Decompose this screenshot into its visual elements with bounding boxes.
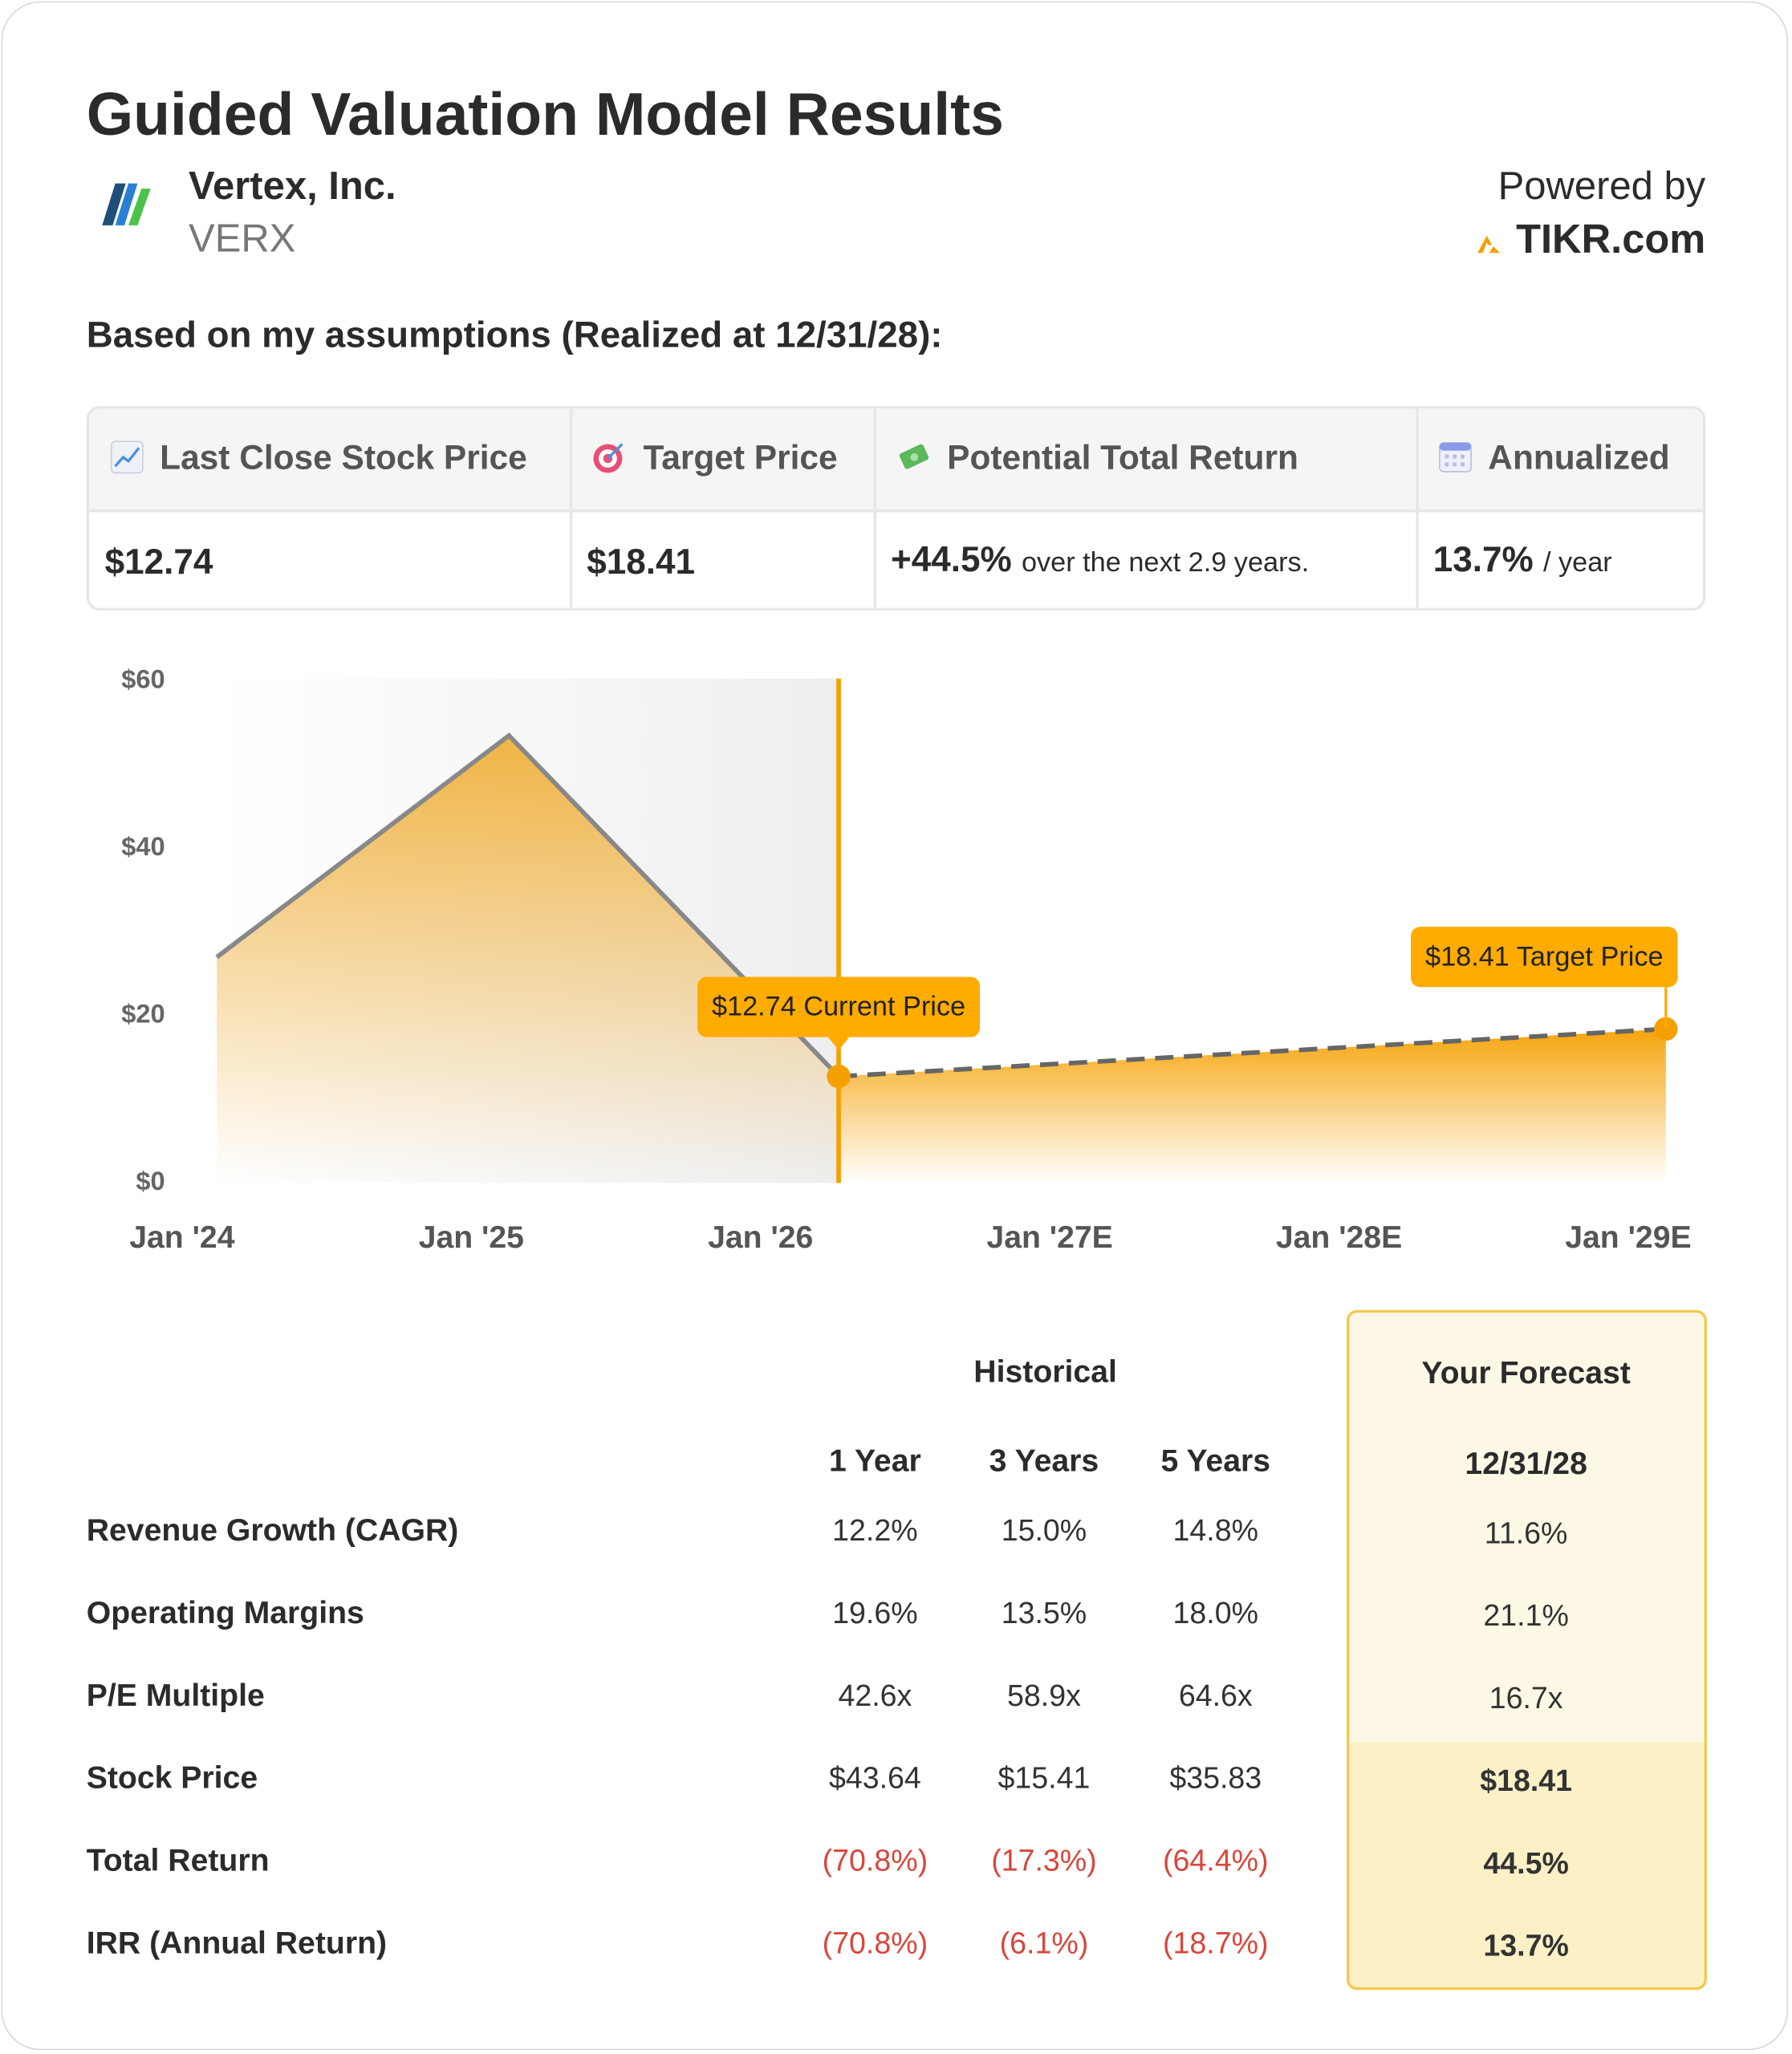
- target-icon: [593, 443, 624, 473]
- cell: 13.5%: [1001, 1595, 1087, 1630]
- summary-value: 13.7% / year: [1433, 542, 1612, 578]
- forecast-header: Your Forecast: [1421, 1355, 1631, 1391]
- forecast-highlight: [1349, 1742, 1705, 1987]
- cell: (64.4%): [1163, 1843, 1269, 1877]
- company-name: Vertex, Inc.: [189, 164, 396, 209]
- powered-by: Powered by: [1497, 164, 1706, 209]
- cell: 21.1%: [1483, 1597, 1569, 1633]
- chart-icon: [110, 440, 144, 474]
- cell: (17.3%): [991, 1843, 1097, 1877]
- cell: 42.6x: [838, 1678, 912, 1712]
- cell: $18.41: [1480, 1763, 1573, 1798]
- row-label: Total Return: [86, 1843, 270, 1879]
- row-label: Stock Price: [86, 1760, 258, 1796]
- row-label: Operating Margins: [86, 1595, 364, 1631]
- annotation: $18.41 Target Price: [1411, 927, 1678, 1029]
- point: [827, 1064, 851, 1089]
- cell: 19.6%: [832, 1595, 918, 1630]
- cell: 64.6x: [1178, 1678, 1253, 1712]
- annotation: $12.74 Current Price: [697, 976, 981, 1050]
- cell: 11.6%: [1484, 1516, 1568, 1550]
- summary-value: +44.5%: [890, 539, 1012, 579]
- summary-note: over the next 2.9 years.: [1021, 547, 1310, 578]
- cell: 18.0%: [1172, 1595, 1259, 1630]
- cell: (70.8%): [822, 1843, 929, 1877]
- x-tick-label: Jan '29E: [1565, 1220, 1691, 1255]
- column-header: 1 Year: [828, 1443, 921, 1480]
- x-tick-label: Jan '28E: [1276, 1220, 1402, 1255]
- annotation-pointer: [827, 1035, 851, 1050]
- calendar-icon: [1439, 442, 1472, 473]
- annotation-label: $12.74 Current Price: [712, 992, 965, 1022]
- summary-value: $12.74: [104, 542, 213, 582]
- line: [838, 1026, 1666, 1079]
- summary-label: Potential Total Return: [947, 437, 1298, 477]
- cell: 44.5%: [1483, 1845, 1569, 1880]
- forecast-panel: [1347, 1309, 1707, 1991]
- cell: 16.7x: [1489, 1680, 1563, 1715]
- money-icon: [899, 444, 929, 469]
- row-label: Revenue Growth (CAGR): [86, 1512, 459, 1549]
- cell: (6.1%): [999, 1926, 1089, 1960]
- row-label: P/E Multiple: [86, 1678, 265, 1714]
- brand-logo: [1477, 235, 1500, 254]
- annotation-box: [1411, 927, 1678, 988]
- column-header: 3 Years: [989, 1443, 1099, 1480]
- annotation-label: $18.41 Target Price: [1425, 941, 1663, 972]
- chart: $0 $20 $40 $60 Jan '24 Jan '25 Jan '26 Jan '27E…: [121, 664, 1691, 1255]
- cell: 12.2%: [832, 1512, 918, 1548]
- y-tick-label: $40: [121, 831, 165, 861]
- annotation-box: [697, 976, 981, 1037]
- column-header: 5 Years: [1160, 1443, 1271, 1480]
- cell: $35.83: [1169, 1760, 1262, 1795]
- area: [839, 1029, 1666, 1183]
- summary-label: Target Price: [643, 437, 838, 477]
- y-tick-label: $20: [121, 999, 165, 1029]
- subtitle: Based on my assumptions (Realized at 12/…: [86, 314, 943, 355]
- line: [215, 732, 841, 1078]
- summary-header-row: [88, 408, 1703, 513]
- group-header: Historical: [973, 1354, 1117, 1390]
- summary-note: / year: [1542, 547, 1612, 578]
- cell: $43.64: [828, 1760, 921, 1795]
- y-tick-label: $60: [121, 664, 165, 694]
- cell: 58.9x: [1007, 1678, 1081, 1712]
- cell: $15.41: [998, 1760, 1091, 1795]
- summary-value: $18.41: [587, 542, 696, 582]
- cell: 14.8%: [1172, 1512, 1259, 1548]
- title: Guided Valuation Model Results: [86, 79, 1004, 148]
- summary-value: +44.5% over the next 2.9 years.: [891, 542, 1309, 578]
- x-tick-label: Jan '27E: [986, 1220, 1112, 1255]
- x-tick-label: Jan '25: [419, 1220, 524, 1255]
- summary-label: Annualized: [1488, 437, 1670, 477]
- x-tick-label: Jan '26: [708, 1220, 813, 1255]
- summary-value: 13.7%: [1432, 539, 1534, 579]
- summary-label: Last Close Stock Price: [160, 437, 527, 477]
- y-tick-label: $0: [136, 1166, 165, 1195]
- row-label: IRR (Annual Return): [86, 1926, 388, 1962]
- cell: (70.8%): [822, 1926, 929, 1960]
- area: [217, 735, 839, 1183]
- column-header: 12/31/28: [1465, 1446, 1587, 1482]
- cell: (18.7%): [1163, 1926, 1269, 1960]
- brand: TIKR.com: [1516, 216, 1706, 262]
- company-logo: [102, 183, 151, 225]
- cell: 15.0%: [1001, 1512, 1087, 1548]
- ticker: VERX: [189, 217, 296, 261]
- cell: 13.7%: [1483, 1928, 1569, 1963]
- summary-table: [86, 406, 1706, 611]
- x-tick-label: Jan '24: [129, 1220, 234, 1255]
